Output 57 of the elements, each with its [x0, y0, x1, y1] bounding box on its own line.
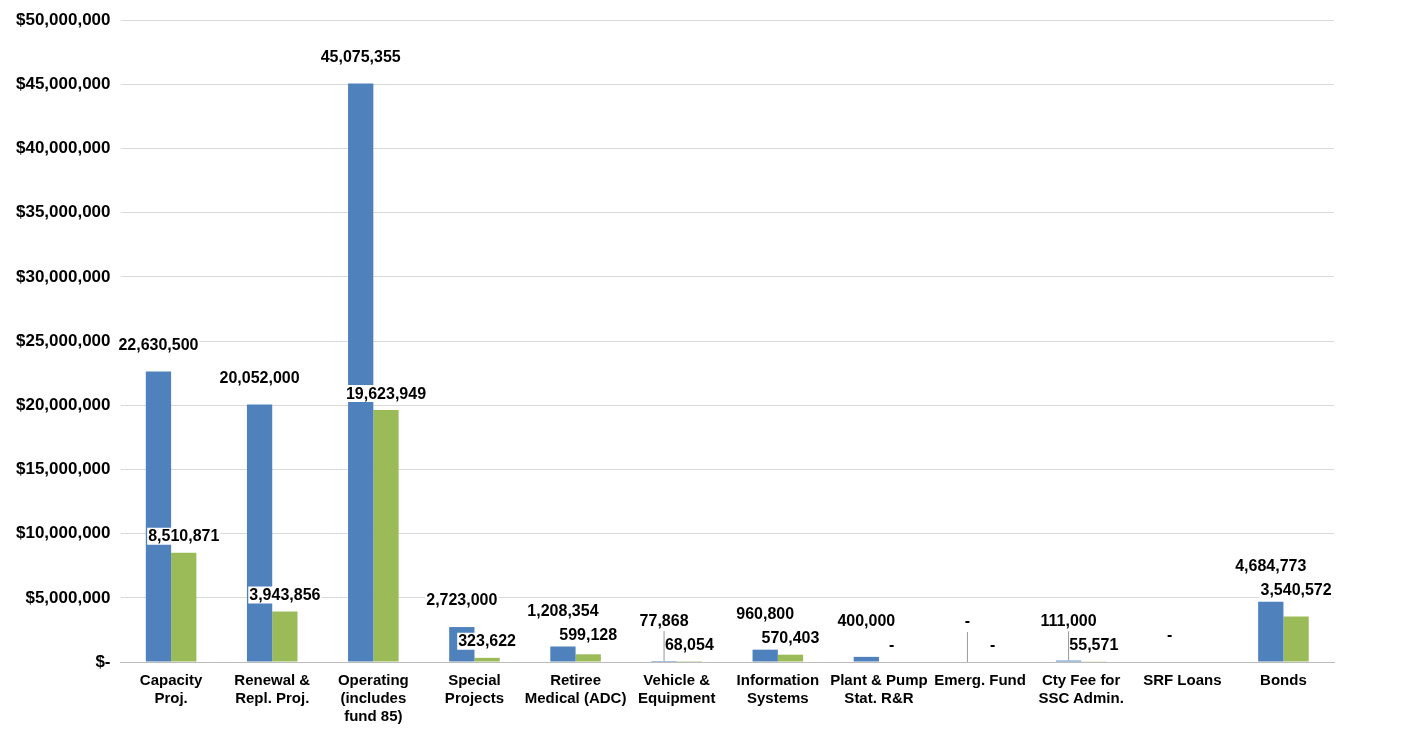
bar: [272, 611, 298, 662]
data-label: 20,052,000: [219, 369, 300, 387]
data-label: 19,623,949: [345, 384, 427, 402]
bar: [575, 654, 601, 662]
data-label: 3,540,572: [1260, 581, 1332, 599]
bar: [752, 649, 778, 662]
x-tick-label: Special Projects: [444, 671, 505, 707]
bar: [550, 646, 576, 662]
data-label: -: [990, 636, 996, 654]
bar: [373, 410, 399, 662]
y-tick-label: $50,000,000: [15, 9, 111, 29]
x-tick-label: Capacity Proj.: [139, 671, 204, 707]
y-tick-label: $30,000,000: [15, 266, 111, 286]
data-label: 22,630,500: [118, 335, 199, 353]
data-label: 8,510,871: [148, 527, 220, 545]
y-tick-label: $-: [95, 651, 111, 671]
y-tick-label: $5,000,000: [25, 587, 111, 607]
x-tick-label: SRF Loans: [1143, 671, 1222, 689]
data-label: 323,622: [458, 632, 517, 650]
data-label: 45,075,355: [320, 47, 401, 65]
data-label: 55,571: [1069, 635, 1119, 653]
x-tick-label: Cty Fee for SSC Admin.: [1038, 671, 1124, 707]
x-tick-label: Bonds: [1260, 671, 1307, 689]
data-label: 570,403: [761, 629, 820, 647]
data-label: 960,800: [736, 605, 795, 623]
y-tick-label: $35,000,000: [15, 202, 111, 222]
bar: [1283, 616, 1309, 662]
bar: [474, 657, 500, 662]
data-label: 4,684,773: [1235, 557, 1307, 575]
bar: [1258, 601, 1284, 662]
x-tick-label: Plant & Pump Stat. R&R: [830, 671, 928, 707]
data-label: 400,000: [837, 612, 896, 630]
bar: [853, 656, 879, 662]
bar: [777, 654, 804, 662]
y-tick-label: $20,000,000: [15, 394, 111, 414]
bar: [171, 552, 197, 662]
data-label: -: [964, 612, 971, 630]
data-label: -: [1167, 626, 1173, 644]
x-tick-label: Emerg. Fund: [934, 671, 1026, 689]
x-tick-label: Retiree Medical (ADC): [524, 671, 627, 707]
data-label: 3,943,856: [249, 585, 321, 603]
y-tick-label: $10,000,000: [15, 523, 111, 543]
x-tick-label: Operating (includes fund 85): [337, 671, 409, 725]
data-label: 2,723,000: [426, 591, 498, 609]
x-tick-label: Renewal & Repl. Proj.: [234, 671, 311, 707]
data-label: -: [888, 636, 895, 654]
x-tick-label: Vehicle & Equipment: [637, 671, 716, 707]
y-tick-label: $15,000,000: [15, 459, 111, 479]
x-tick-label: Information Systems: [736, 671, 820, 707]
y-tick-label: $45,000,000: [15, 74, 111, 94]
data-label: 1,208,354: [527, 601, 599, 619]
data-label: 111,000: [1040, 611, 1097, 629]
data-label: 68,054: [664, 635, 714, 653]
y-tick-label: $25,000,000: [15, 330, 111, 350]
y-tick-label: $40,000,000: [15, 138, 111, 158]
data-label: 77,868: [639, 611, 689, 629]
data-label: 599,128: [559, 625, 618, 643]
